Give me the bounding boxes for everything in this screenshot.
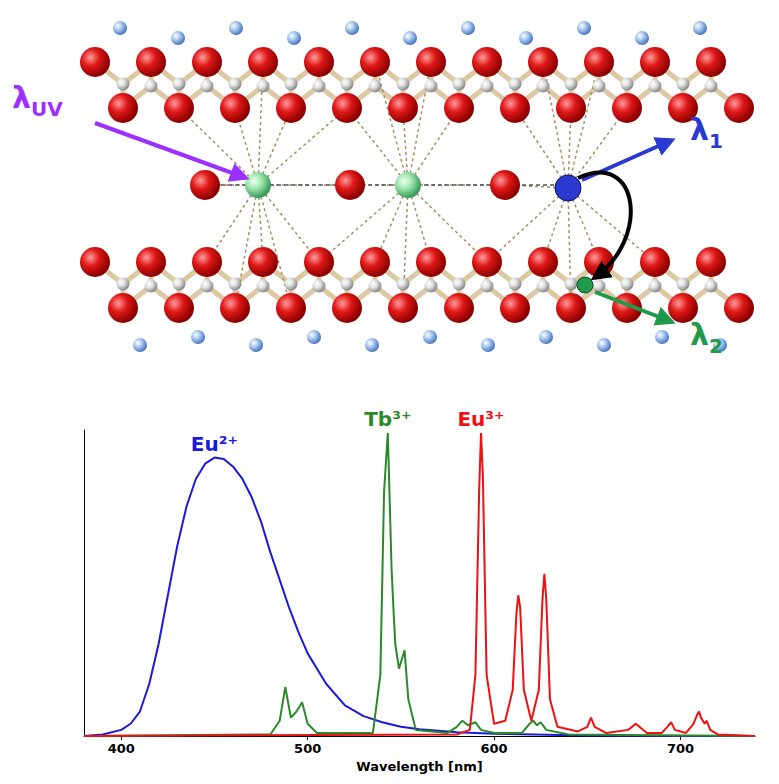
svg-text:Tb³⁺: Tb³⁺ (364, 407, 411, 431)
svg-text:600: 600 (480, 741, 507, 756)
svg-text:λ2: λ2 (690, 317, 723, 358)
svg-text:400: 400 (108, 741, 135, 756)
svg-text:Eu³⁺: Eu³⁺ (457, 407, 504, 431)
svg-text:λUV: λUV (12, 80, 63, 121)
svg-text:Wavelength [nm]: Wavelength [nm] (356, 759, 482, 774)
svg-text:700: 700 (667, 741, 694, 756)
svg-text:Eu²⁺: Eu²⁺ (191, 432, 238, 456)
svg-text:500: 500 (294, 741, 321, 756)
svg-text:λ1: λ1 (690, 112, 723, 153)
